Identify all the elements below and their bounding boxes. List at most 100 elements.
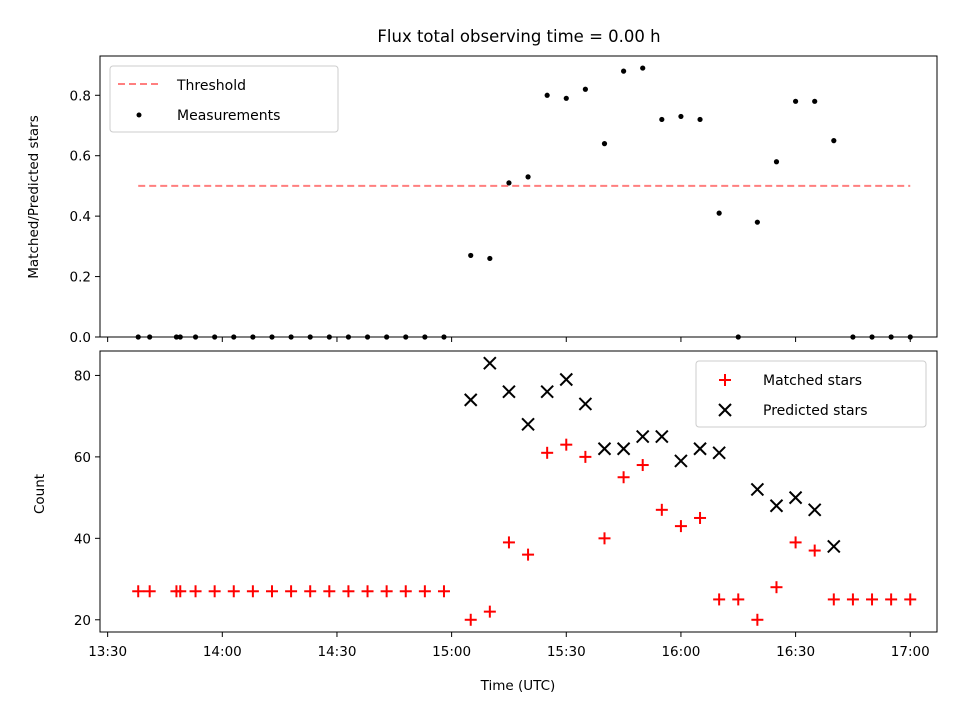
matched-star-point [598,532,611,545]
matched-star-point [751,613,764,626]
measurement-point [525,174,531,180]
measurement-point [640,65,646,71]
measurement-point [812,98,818,104]
count-legend: Matched stars Predicted stars [695,360,927,428]
predicted-star-point-b [750,482,765,497]
matched-star-point [732,593,745,606]
matched-star-point [380,585,393,598]
matched-star-point [483,605,496,618]
x-tick-label: 15:30 [547,644,586,660]
y-tick-label: 0.4 [70,209,91,225]
y-tick-label: 0.6 [70,149,91,165]
predicted-star-point [502,385,516,399]
ratio-legend: Threshold Measurements [109,65,339,133]
predicted-star-point-b [616,442,631,456]
x-tick-label: 15:00 [432,644,471,660]
predicted-star-point [769,499,784,513]
measurement-point [754,219,760,225]
matched-legend-swatch [719,374,731,386]
matched-star-point [189,585,202,598]
predicted-star-point-b [559,372,573,387]
predicted-star-point [483,356,497,370]
measurement-point [716,210,722,216]
y-tick-label: 0.2 [70,270,91,286]
matched-star-point [674,520,687,533]
matched-star-point [541,446,554,459]
predicted-star-point [827,539,841,554]
count-plot-frame [99,350,938,633]
measurement-point [773,159,780,165]
matched-star-point [285,585,298,598]
predicted-star-point-b [597,442,612,456]
measurement-point [544,92,550,98]
matched-star-point [789,536,802,549]
predicted-star-point-b [636,429,650,444]
predicted-star-point [578,397,593,411]
y-tick-label: 80 [74,368,91,384]
matched-star-point [265,585,278,598]
matched-star-point [323,585,336,598]
matched-star-point [694,511,707,524]
predicted-star-point [788,490,803,505]
matched-star-point [713,593,726,606]
matched-star-point [866,593,879,606]
predicted-star-point-b [483,356,497,370]
ratio-plot-frame [99,55,938,338]
measurement-point [601,141,608,147]
x-tick-label: 17:00 [891,644,930,660]
predicted-star-point [464,393,478,407]
measurement-point [506,180,512,186]
predicted-star-point [750,482,765,497]
predicted-star-point [597,442,612,456]
chart-title: Flux total observing time = 0.00 h [377,27,660,46]
count-legend-box [695,360,927,428]
y-tick-label: 0.8 [70,88,91,104]
matched-star-point [808,544,821,557]
predicted-star-point [655,429,669,444]
measurements-legend-label: Measurements [177,108,280,124]
matched-star-point [770,581,783,594]
count-ticks: 20 40 60 80 13:30 14:00 14:30 15:00 15:30 16:00 16… [74,368,930,660]
ratio-panel: 0.00.20.40.60.8 Matched/Predicted stars … [26,55,938,346]
matched-star-point [418,585,431,598]
x-tick-label: 16:30 [776,644,815,660]
predicted-star-point-b [464,393,478,407]
matched-star-point [437,585,450,598]
matched-star-point [464,613,477,626]
matched-star-point [361,585,374,598]
matched-star-point [502,536,515,549]
y-tick-label: 60 [74,450,91,466]
predicted-star-point-b [674,454,688,468]
measurement-point [468,252,474,259]
count-y-label: Count [32,474,48,514]
measurement-point [697,116,703,123]
matched-star-point [227,585,240,598]
ratio-ticks: 0.0 0.2 0.4 0.6 0.8 [70,88,911,346]
predicted-legend-label: Predicted stars [763,403,868,419]
measurement-point [659,116,665,123]
predicted-star-point [712,446,726,460]
predicted-star-point-b [693,442,707,456]
measurement-point [582,86,588,92]
predicted-star-point-b [827,539,841,554]
predicted-star-point [674,454,688,468]
y-tick-label: 20 [74,613,91,629]
x-axis-label: Time (UTC) [480,678,556,694]
measurement-point [487,255,493,262]
predicted-star-point [521,417,535,432]
matched-star-point [560,438,573,451]
predicted-star-point-b [540,385,554,399]
matched-star-point [636,459,649,472]
matched-star-point [342,585,355,598]
matched-star-point [132,585,145,598]
x-tick-label: 16:00 [661,644,700,660]
x-tick-label: 14:30 [318,644,357,660]
ratio-legend-box [109,65,339,133]
matched-star-point [579,450,592,463]
predicted-star-point-b [788,490,803,505]
matched-star-point [617,471,630,484]
x-tick-label: 14:00 [203,644,242,660]
matched-star-point [143,585,156,598]
matched-star-point [174,585,187,598]
